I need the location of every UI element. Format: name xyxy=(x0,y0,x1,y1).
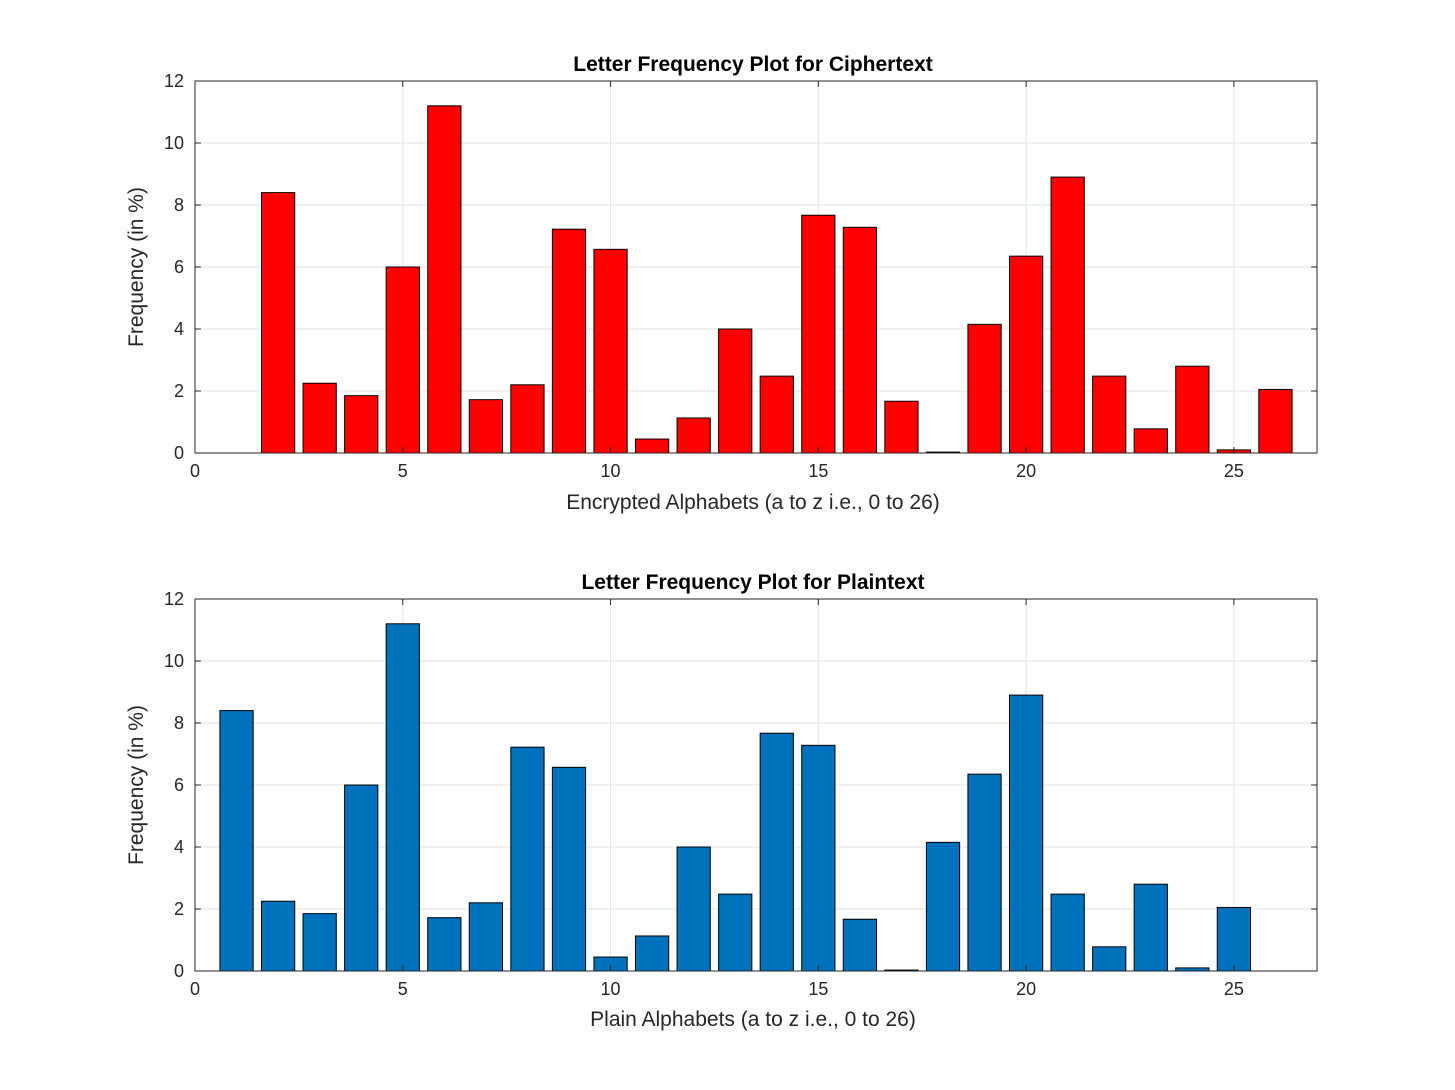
bar xyxy=(302,382,337,454)
x-tick-label: 15 xyxy=(808,979,828,999)
bar xyxy=(385,266,420,454)
bar xyxy=(1008,694,1044,972)
y-tick-label: 12 xyxy=(164,71,184,91)
bar xyxy=(1258,388,1293,454)
x-tick-label: 25 xyxy=(1224,979,1244,999)
ticks-ciphertext xyxy=(194,80,1317,454)
bars-plaintext xyxy=(219,623,1252,972)
y-tick-label: 4 xyxy=(174,837,184,857)
x-tick-label: 25 xyxy=(1224,461,1244,481)
x-axis-label-plaintext: Plain Alphabets (a to z i.e., 0 to 26) xyxy=(590,1008,916,1031)
bar xyxy=(385,623,420,972)
bar xyxy=(718,328,753,454)
y-tick-label: 0 xyxy=(174,443,184,463)
bar xyxy=(801,744,836,972)
x-tick-label: 15 xyxy=(808,461,828,481)
y-tick-label: 4 xyxy=(174,319,184,339)
bar xyxy=(427,917,462,972)
bar xyxy=(1050,893,1085,972)
y-tick-label: 0 xyxy=(174,961,184,981)
bar xyxy=(510,746,545,972)
bar xyxy=(1216,906,1252,972)
bar xyxy=(967,323,1002,454)
bar xyxy=(676,846,711,972)
bar xyxy=(427,105,462,454)
bar xyxy=(676,417,711,454)
chart-title-ciphertext: Letter Frequency Plot for Ciphertext xyxy=(573,53,932,76)
bar xyxy=(634,935,670,972)
x-tick-label: 0 xyxy=(190,979,200,999)
bar xyxy=(260,192,296,454)
y-tick-label: 10 xyxy=(164,133,184,153)
x-tick-labels-plaintext: 0 5 10 15 20 25 xyxy=(190,979,1244,999)
bar xyxy=(884,400,919,454)
bar xyxy=(1092,946,1127,972)
y-tick-label: 8 xyxy=(174,713,184,733)
bar xyxy=(260,900,296,972)
bar xyxy=(551,766,587,972)
bar xyxy=(759,375,794,454)
bar xyxy=(344,395,379,454)
bar xyxy=(842,918,878,972)
bar xyxy=(551,228,587,454)
bar xyxy=(1133,883,1168,972)
subplot-plaintext: 0 5 10 15 20 25 0 2 4 6 8 10 12 Letter Frequency Pl… xyxy=(125,571,1318,1031)
y-tick-label: 12 xyxy=(164,589,184,609)
y-tick-label: 2 xyxy=(174,381,184,401)
bar xyxy=(468,399,504,454)
bar xyxy=(302,913,337,972)
x-tick-label: 5 xyxy=(398,461,408,481)
bar xyxy=(842,226,878,454)
x-tick-label: 10 xyxy=(601,461,621,481)
bar xyxy=(468,902,504,972)
x-tick-label: 0 xyxy=(190,461,200,481)
bar xyxy=(718,893,753,972)
bar xyxy=(1092,375,1127,454)
bar xyxy=(759,732,794,972)
bar xyxy=(510,384,545,454)
x-tick-label: 10 xyxy=(601,979,621,999)
bar xyxy=(925,841,961,972)
bar xyxy=(1008,255,1044,454)
y-tick-label: 2 xyxy=(174,899,184,919)
y-tick-label: 8 xyxy=(174,195,184,215)
bar xyxy=(634,438,670,454)
subplot-ciphertext: 0 5 10 15 20 25 0 2 4 6 8 10 12 Letter Frequency Pl… xyxy=(125,53,1318,514)
y-tick-label: 6 xyxy=(174,775,184,795)
y-tick-labels-plaintext: 0 2 4 6 8 10 12 xyxy=(164,589,184,981)
bar xyxy=(801,214,836,454)
x-tick-labels-ciphertext: 0 5 10 15 20 25 xyxy=(190,461,1244,481)
y-tick-labels-ciphertext: 0 2 4 6 8 10 12 xyxy=(164,71,184,463)
bar xyxy=(1133,428,1168,454)
bar xyxy=(1175,365,1210,454)
x-tick-label: 20 xyxy=(1016,461,1036,481)
ticks-plaintext xyxy=(194,598,1317,972)
y-tick-label: 10 xyxy=(164,651,184,671)
bar xyxy=(967,773,1002,972)
bar xyxy=(344,784,379,972)
bar xyxy=(219,710,254,972)
y-axis-label-ciphertext: Frequency (in %) xyxy=(125,187,148,347)
bars-ciphertext xyxy=(260,105,1293,454)
x-axis-label-ciphertext: Encrypted Alphabets (a to z i.e., 0 to 2… xyxy=(566,491,940,514)
x-tick-label: 5 xyxy=(398,979,408,999)
chart-title-plaintext: Letter Frequency Plot for Plaintext xyxy=(581,571,924,594)
y-tick-label: 6 xyxy=(174,257,184,277)
bar xyxy=(1050,176,1085,454)
y-axis-label-plaintext: Frequency (in %) xyxy=(125,705,148,865)
bar xyxy=(593,248,628,454)
x-tick-label: 20 xyxy=(1016,979,1036,999)
